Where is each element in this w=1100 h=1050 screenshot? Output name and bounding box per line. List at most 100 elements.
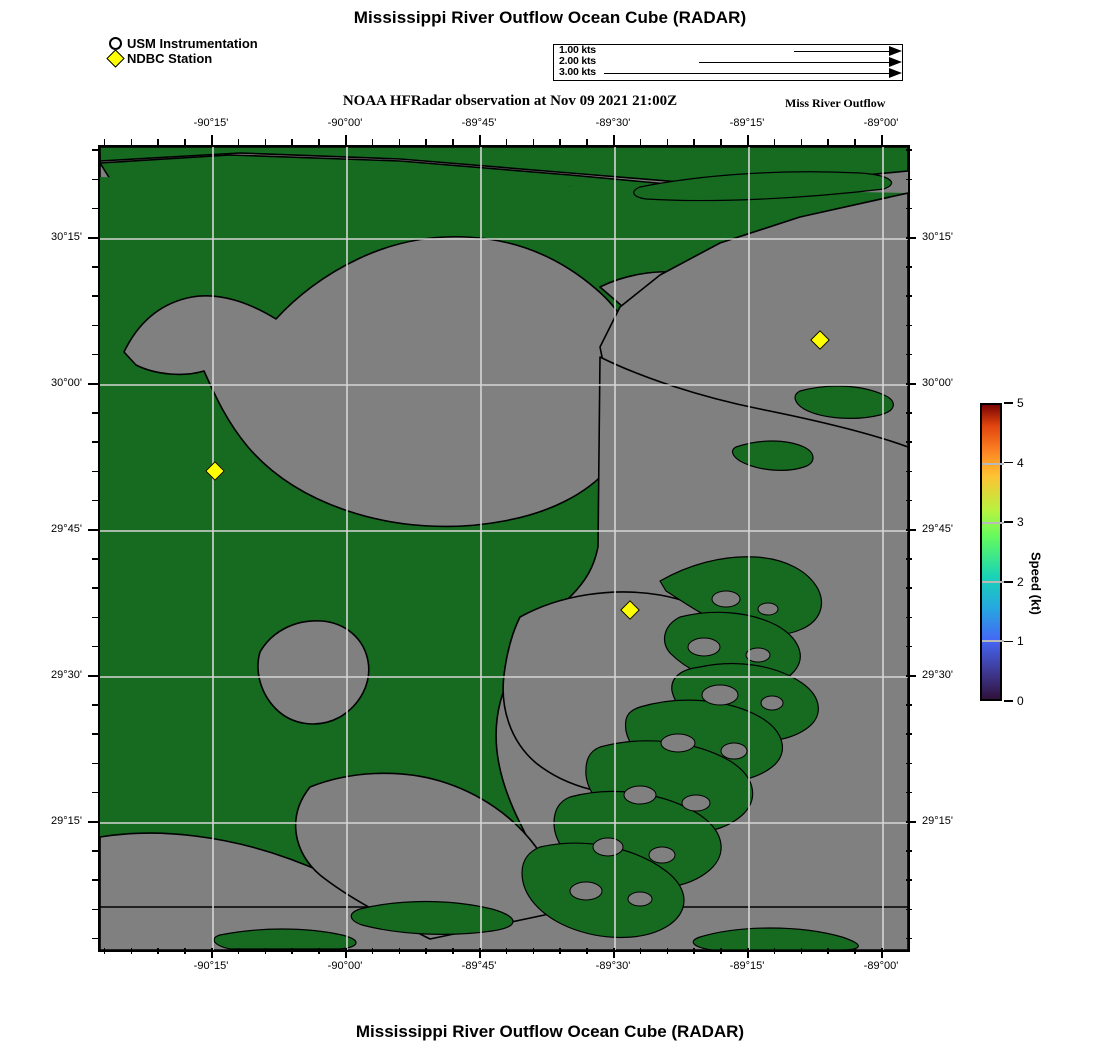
x-minor-tick (318, 948, 320, 954)
y-minor-tick (906, 353, 912, 356)
page-title: Mississippi River Outflow Ocean Cube (RA… (353, 8, 747, 27)
x-minor-tick (157, 948, 159, 954)
x-minor-tick (130, 948, 133, 954)
x-minor-tick (693, 139, 695, 145)
y-major-tick (906, 529, 916, 531)
y-minor-tick (906, 470, 912, 473)
x-minor-tick (425, 948, 427, 954)
y-minor-tick (92, 704, 98, 706)
y-minor-tick (906, 441, 912, 443)
x-minor-tick (452, 139, 454, 145)
y-major-tick (88, 675, 98, 677)
y-minor-tick (906, 178, 912, 181)
colorbar-tick-label: 2 (1017, 574, 1024, 589)
x-minor-tick (425, 139, 427, 145)
x-axis-label: -90°15' (193, 117, 229, 129)
x-axis-label: -89°00' (863, 117, 899, 129)
velocity-scale-row-3: 3.00 kts (554, 67, 902, 79)
x-minor-tick (371, 948, 374, 954)
x-minor-tick (800, 948, 803, 954)
x-minor-tick (586, 948, 588, 954)
y-minor-tick (92, 587, 98, 589)
x-minor-tick (318, 139, 320, 145)
y-minor-tick (906, 324, 912, 327)
y-axis-label: 29°15' (922, 815, 953, 827)
x-major-tick (747, 948, 749, 958)
velocity-arrow-shaft-2 (699, 62, 889, 63)
colorbar-tick (1004, 581, 1013, 583)
y-minor-tick (906, 558, 912, 560)
y-minor-tick (906, 704, 912, 706)
x-minor-tick (264, 948, 267, 954)
y-minor-tick (906, 879, 912, 881)
circle-marker-icon (108, 36, 123, 51)
x-minor-tick (639, 948, 642, 954)
x-major-tick (479, 135, 481, 145)
x-minor-tick (559, 139, 561, 145)
x-minor-tick (264, 139, 267, 145)
y-minor-tick (906, 266, 912, 268)
y-minor-tick (92, 412, 98, 414)
x-minor-tick (827, 948, 829, 954)
x-minor-tick (532, 139, 535, 145)
map-legend: USM Instrumentation NDBC Station (106, 36, 258, 68)
x-minor-tick (157, 139, 159, 145)
y-minor-tick (906, 295, 912, 297)
y-minor-tick (92, 791, 98, 794)
map-plot-area[interactable] (98, 145, 910, 952)
x-axis-label: -89°45' (461, 960, 497, 972)
coastline-map (100, 147, 908, 950)
y-major-tick (88, 383, 98, 385)
x-minor-tick (666, 948, 669, 954)
velocity-arrow-head-2 (889, 57, 902, 67)
y-minor-tick (906, 149, 912, 151)
colorbar-tick-label: 3 (1017, 515, 1024, 530)
y-minor-tick (92, 733, 98, 735)
legend-item-usm: USM Instrumentation (108, 36, 258, 51)
x-minor-tick (854, 948, 856, 954)
y-minor-tick (906, 762, 912, 765)
x-minor-tick (237, 948, 240, 954)
x-major-tick (479, 948, 481, 958)
x-minor-tick (854, 139, 856, 145)
x-major-tick (211, 948, 213, 958)
y-major-tick (88, 821, 98, 823)
x-minor-tick (291, 139, 293, 145)
y-minor-tick (906, 645, 912, 648)
x-axis-label: -89°30' (595, 960, 631, 972)
velocity-scale-label-2: 2.00 kts (559, 55, 596, 67)
x-minor-tick (720, 948, 722, 954)
x-minor-tick (559, 948, 561, 954)
x-minor-tick (532, 948, 535, 954)
y-minor-tick (92, 324, 98, 327)
x-minor-tick (639, 139, 642, 145)
y-minor-tick (906, 791, 912, 794)
y-axis-label: 29°30' (51, 669, 82, 681)
x-minor-tick (398, 139, 401, 145)
y-minor-tick (906, 587, 912, 589)
y-minor-tick (92, 908, 98, 911)
y-axis-label: 30°00' (922, 377, 953, 389)
x-major-tick (613, 948, 615, 958)
y-minor-tick (92, 295, 98, 297)
y-minor-tick (92, 937, 98, 940)
map-subtitle-region: Miss River Outflow (785, 96, 886, 110)
x-minor-tick (371, 139, 374, 145)
velocity-scale-label-1: 1.00 kts (559, 44, 596, 56)
y-minor-tick (92, 499, 98, 502)
x-major-tick (345, 135, 347, 145)
y-minor-tick (92, 850, 98, 852)
x-minor-tick (237, 139, 240, 145)
y-axis-label: 30°15' (51, 231, 82, 243)
x-minor-tick (103, 948, 106, 954)
x-major-tick (881, 135, 883, 145)
y-minor-tick (92, 149, 98, 151)
x-minor-tick (666, 139, 669, 145)
y-major-tick (88, 529, 98, 531)
y-minor-tick (92, 266, 98, 268)
colorbar-axis-label: Speed (kt) (1028, 552, 1044, 615)
colorbar-tick (1004, 461, 1013, 464)
colorbar-tick-label: 5 (1017, 396, 1024, 410)
x-minor-tick (505, 948, 508, 954)
colorbar-tick-label: 4 (1017, 455, 1024, 470)
